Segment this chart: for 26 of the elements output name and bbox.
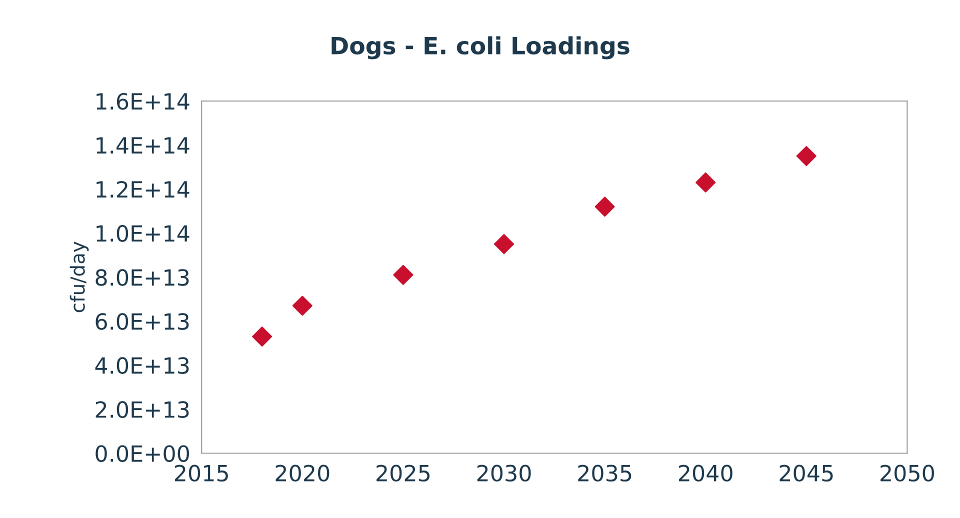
point <box>696 172 716 192</box>
y-tick-label: 6.0E+13 <box>96 313 189 330</box>
y-tick-label: 1.0E+14 <box>96 225 190 242</box>
point <box>393 264 414 285</box>
y-tick-label: 8.0E+13 <box>96 269 189 286</box>
x-tick-label: 2030 <box>477 464 531 482</box>
x-tick-label: 2040 <box>678 464 732 482</box>
x-tick-label: 2020 <box>276 464 330 482</box>
x-tick-label: 2025 <box>376 464 430 482</box>
chart-title: Dogs - E. coli Loadings <box>332 36 630 60</box>
point <box>594 196 615 217</box>
point <box>292 296 312 316</box>
x-tick-label: 2050 <box>880 464 934 482</box>
x-tick-label: 2035 <box>578 464 632 482</box>
y-tick-label: 1.2E+14 <box>96 181 190 198</box>
y-tick-label: 1.6E+14 <box>96 92 190 110</box>
x-tick-label: 2015 <box>174 464 228 482</box>
point <box>796 146 816 166</box>
point <box>252 326 272 347</box>
y-tick-label: 2.0E+13 <box>96 401 189 418</box>
x-tick-label: 2045 <box>780 464 833 482</box>
y-tick-label: 4.0E+13 <box>95 357 189 374</box>
y-tick-label: 1.4E+14 <box>96 137 190 154</box>
y-tick-label: 0.0E+00 <box>96 445 190 462</box>
point <box>494 234 514 254</box>
y-axis-title: cfu/day <box>70 242 89 312</box>
